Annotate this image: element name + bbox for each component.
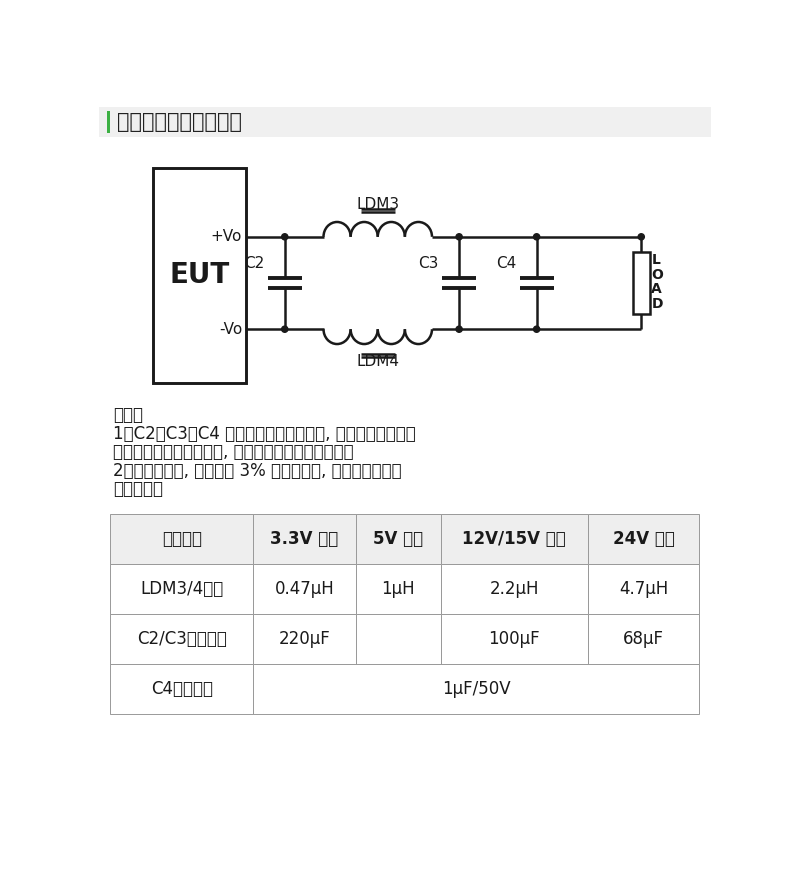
Bar: [441, 614, 588, 664]
Circle shape: [282, 234, 288, 240]
Circle shape: [533, 326, 540, 332]
Text: 24V 输出: 24V 输出: [613, 530, 675, 548]
Bar: [111, 514, 253, 564]
Bar: [111, 614, 253, 664]
Text: C3: C3: [419, 256, 439, 270]
Text: -Vo: -Vo: [219, 322, 242, 337]
Text: 2.2μH: 2.2μH: [490, 581, 539, 598]
Text: 3.3V 输出: 3.3V 输出: [270, 530, 339, 548]
Text: 手册标注的最大容性负载, 否则模块将无法正常启动。: 手册标注的最大容性负载, 否则模块将无法正常启动。: [113, 444, 353, 461]
Text: L: L: [651, 252, 660, 267]
Bar: [588, 564, 699, 614]
Circle shape: [282, 326, 288, 332]
Circle shape: [456, 234, 462, 240]
Bar: [588, 514, 699, 564]
Text: C2/C3电解电容: C2/C3电解电容: [137, 630, 227, 648]
Text: 12V/15V 输出: 12V/15V 输出: [462, 530, 566, 548]
Bar: [441, 564, 588, 614]
Text: LDM3: LDM3: [356, 197, 399, 212]
Text: 68μF: 68μF: [623, 630, 664, 648]
Circle shape: [456, 326, 462, 332]
Text: O: O: [651, 268, 663, 282]
Text: C2: C2: [244, 256, 265, 270]
Text: 输出异常。: 输出异常。: [113, 480, 163, 498]
Text: 1、C2、C3、C4 使用高频低阻电解电容, 且总容量不可超过: 1、C2、C3、C4 使用高频低阻电解电容, 且总容量不可超过: [113, 425, 416, 443]
Bar: [356, 514, 441, 564]
Bar: [253, 514, 356, 564]
Text: 1μF/50V: 1μF/50V: [442, 680, 510, 698]
Bar: [588, 614, 699, 664]
Text: C4: C4: [496, 256, 517, 270]
Bar: [356, 614, 441, 664]
Text: C4陶瓷电容: C4陶瓷电容: [151, 680, 213, 698]
Text: 4.7μH: 4.7μH: [619, 581, 668, 598]
Text: +Vo: +Vo: [211, 229, 242, 244]
Bar: [356, 564, 441, 614]
Bar: [107, 111, 110, 132]
Circle shape: [533, 234, 540, 240]
Bar: [441, 514, 588, 564]
Text: 100μF: 100μF: [488, 630, 540, 648]
Text: 1μH: 1μH: [382, 581, 415, 598]
Bar: [633, 252, 649, 314]
Text: 输出滤波外围推荐电路: 输出滤波外围推荐电路: [118, 112, 243, 132]
Bar: [253, 564, 356, 614]
Bar: [111, 564, 253, 614]
Bar: [253, 664, 699, 714]
Text: A: A: [651, 282, 662, 296]
Bar: [99, 107, 711, 138]
Circle shape: [638, 234, 645, 240]
Text: LDM4: LDM4: [356, 354, 399, 369]
Text: D: D: [651, 297, 663, 311]
Bar: [253, 614, 356, 664]
Text: 220μF: 220μF: [279, 630, 330, 648]
Text: 注意：: 注意：: [113, 406, 143, 424]
Text: LDM3/4电感: LDM3/4电感: [140, 581, 224, 598]
Bar: [111, 664, 253, 714]
Text: EUT: EUT: [169, 261, 230, 289]
Text: 5V 输出: 5V 输出: [373, 530, 423, 548]
Bar: [153, 167, 246, 383]
Text: 器件代号: 器件代号: [162, 530, 201, 548]
Text: 0.47μH: 0.47μH: [275, 581, 334, 598]
Text: 2、容性负载时, 必须保证 3% 的最小负载, 否则会引起模块: 2、容性负载时, 必须保证 3% 的最小负载, 否则会引起模块: [113, 461, 401, 480]
